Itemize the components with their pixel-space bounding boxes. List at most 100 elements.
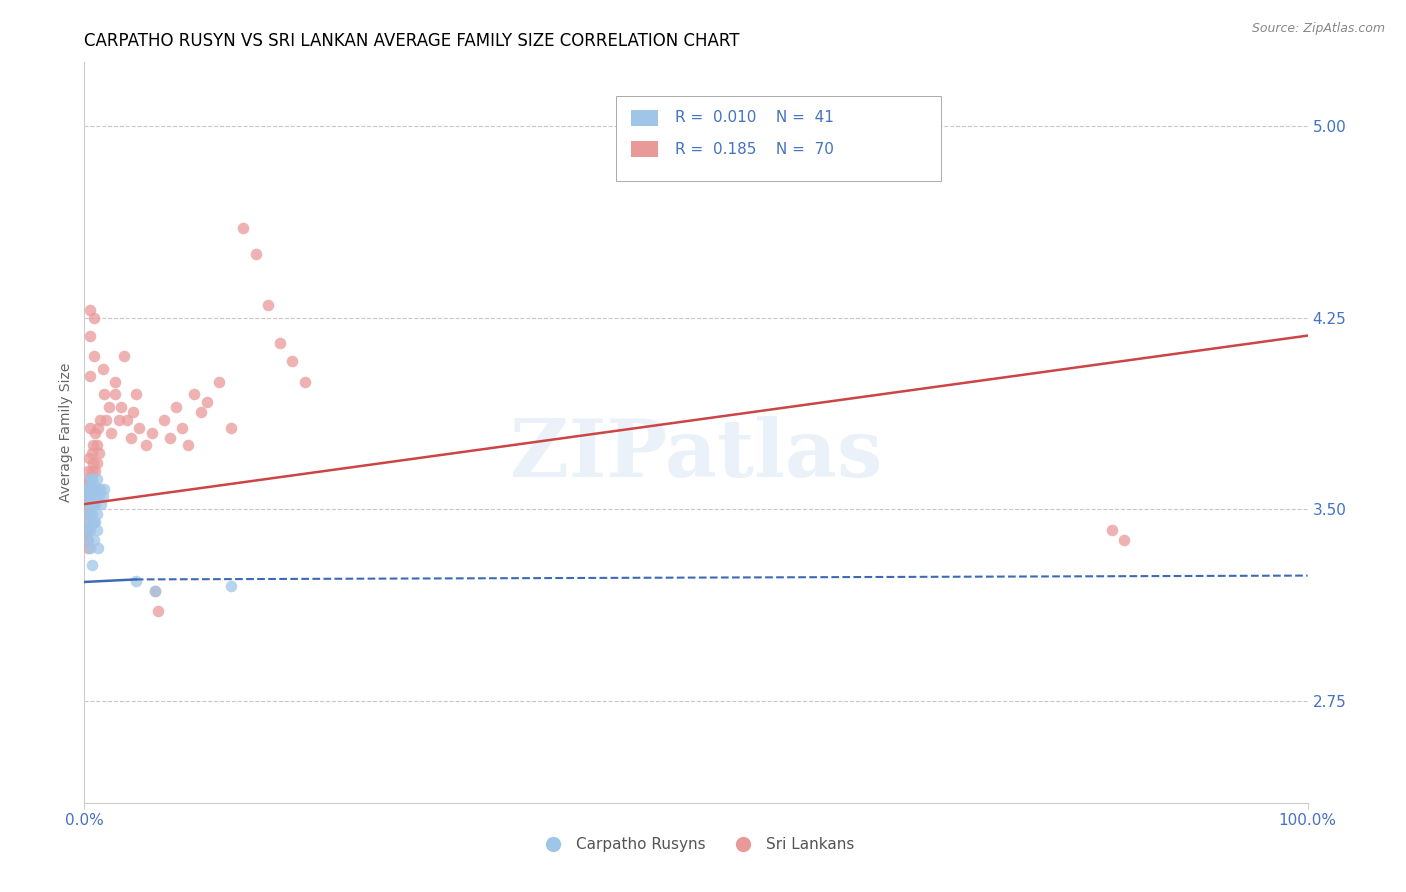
Point [96,413,118,427]
Point [128,420,150,434]
Point [83,482,105,496]
Point [269,336,291,351]
FancyBboxPatch shape [631,141,658,157]
Point [146,604,169,618]
Point [79,328,101,343]
Point [80,490,103,504]
Point [77,508,100,522]
Point [80,508,103,522]
Point [79,523,101,537]
Point [87,490,110,504]
Point [77,508,100,522]
Point [93,387,115,401]
Point [93,482,115,496]
Point [83,310,105,325]
Point [89,413,111,427]
Point [77,451,100,466]
Point [79,472,101,486]
Point [104,387,127,401]
Point [76,490,98,504]
Point [86,438,108,452]
Point [84,515,107,529]
Point [76,490,98,504]
Point [83,349,105,363]
Point [86,472,108,486]
Point [77,490,100,504]
Point [80,558,103,573]
Y-axis label: Average Family Size: Average Family Size [59,363,73,502]
Point [143,583,166,598]
Text: Source: ZipAtlas.com: Source: ZipAtlas.com [1251,22,1385,36]
Point [79,541,101,555]
Point [125,574,148,588]
Point [1114,533,1136,547]
Point [80,464,103,478]
Point [87,446,110,460]
Point [97,400,120,414]
Point [80,472,103,486]
Point [82,476,104,491]
Point [165,400,187,414]
Point [86,523,108,537]
Point [87,541,110,555]
Point [84,482,107,496]
Point [122,405,145,419]
Point [79,508,101,522]
Text: R =  0.010    N =  41: R = 0.010 N = 41 [675,111,834,126]
Point [79,369,101,384]
Point [90,497,112,511]
Point [83,497,105,511]
Point [77,482,100,496]
Point [76,533,98,547]
Point [232,221,254,235]
Point [77,515,100,529]
Point [84,425,107,440]
Point [76,476,98,491]
Point [190,405,212,419]
Point [77,533,100,547]
Point [294,375,316,389]
FancyBboxPatch shape [616,95,941,181]
Point [125,387,148,401]
Point [141,425,163,440]
Point [83,533,105,547]
Point [86,508,108,522]
Point [245,247,267,261]
Point [86,456,108,470]
Legend: Carpatho Rusyns, Sri Lankans: Carpatho Rusyns, Sri Lankans [531,830,860,858]
Point [208,375,231,389]
Point [153,413,176,427]
Point [75,482,97,496]
Point [86,490,108,504]
Point [159,431,181,445]
Point [219,420,242,434]
Point [84,497,107,511]
Point [87,482,110,496]
Point [77,508,100,522]
Point [257,298,280,312]
Point [115,413,138,427]
Point [83,515,105,529]
Point [80,446,103,460]
Point [100,425,122,440]
Point [183,387,205,401]
Point [195,395,218,409]
Point [77,497,100,511]
Point [75,502,97,516]
Point [91,361,114,376]
Point [219,579,242,593]
Point [79,420,101,434]
Point [89,482,111,496]
Point [110,400,132,414]
Point [77,472,100,486]
Text: ZIPatlas: ZIPatlas [510,416,882,494]
Point [107,413,129,427]
Point [77,523,100,537]
Point [79,490,101,504]
Point [82,456,104,470]
Point [91,490,114,504]
Point [177,438,200,452]
Point [87,420,110,434]
Point [135,438,157,452]
Point [79,303,101,318]
